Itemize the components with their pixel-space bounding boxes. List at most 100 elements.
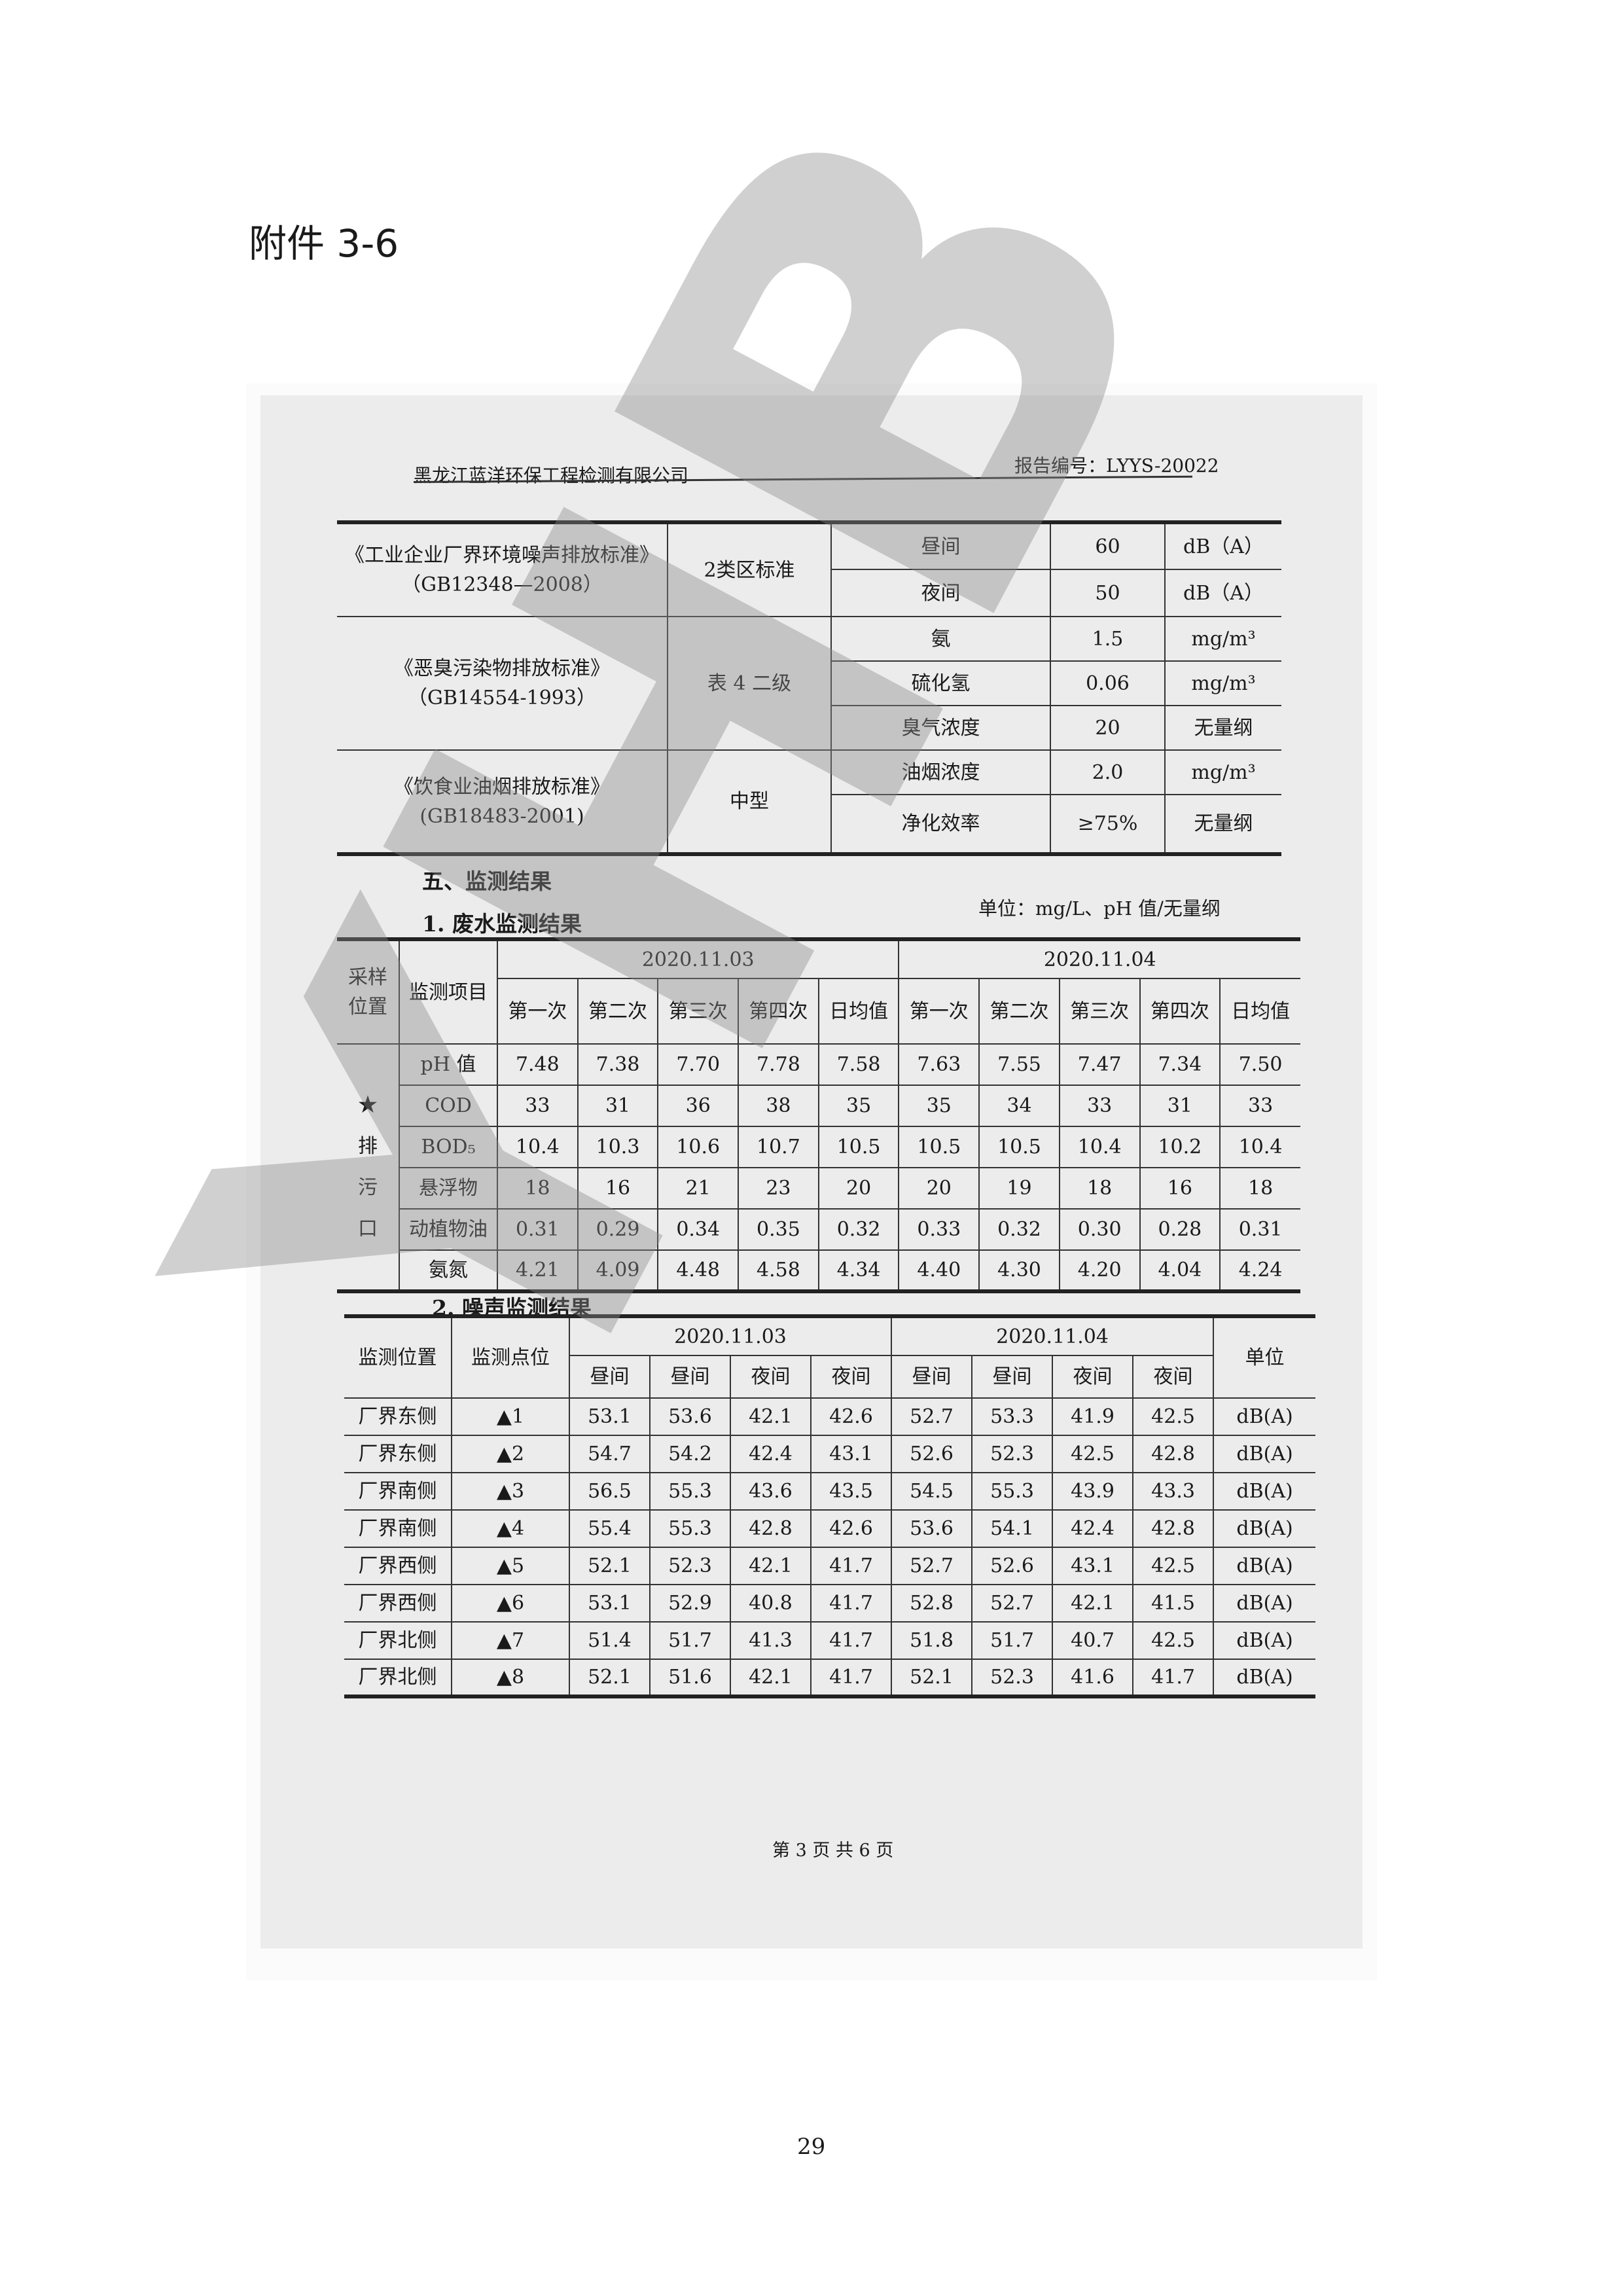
value-cell: 0.31 [1219,1208,1300,1251]
value-cell: 18 [1219,1167,1300,1210]
annex-title: 附件 3-6 [249,221,399,266]
sampling-location: ★排污口 [337,1043,400,1292]
monitoring-item: 氨氮 [399,1249,498,1292]
monitoring-location: 厂界南侧 [344,1509,452,1548]
col-sub: 日均值 [817,978,900,1045]
table-row: 动植物油 0.31 0.29 0.34 0.35 0.32 0.33 0.32 0.30 0.28… [337,1208,1300,1251]
standard-limit: 50 [1050,569,1166,617]
value-cell: 10.3 [577,1126,659,1168]
value-cell: 52.7 [891,1547,973,1585]
value-cell: 16 [577,1167,659,1210]
value-cell: 54.1 [971,1509,1054,1548]
header-row: 昼间 昼间 夜间 夜间 昼间 昼间 夜间 夜间 [344,1355,1315,1399]
value-cell: 0.35 [738,1208,819,1251]
value-cell: 31 [577,1085,659,1127]
standard-name: 《饮食业油烟排放标准》 (GB18483-2001) [337,749,668,855]
value-cell: 40.7 [1052,1621,1134,1660]
value-cell: 52.8 [891,1584,973,1623]
value-cell: 21 [657,1167,740,1210]
value-cell: 52.7 [891,1397,973,1436]
value-cell: 42.8 [1132,1435,1215,1473]
value-cell: 42.1 [1052,1584,1134,1623]
value-cell: 0.34 [657,1208,740,1251]
table-row: 厂界西侧 ▲6 53.1 52.9 40.8 41.7 52.8 52.7 42.1 41.5 dB… [344,1584,1316,1623]
unit-cell: dB(A) [1213,1621,1316,1660]
value-cell: 4.09 [577,1249,659,1292]
monitoring-point: ▲5 [451,1547,570,1585]
noise-table: 监测位置 监测点位 2020.11.03 2020.11.04 单位 昼间 昼间 夜间 夜间 昼间… [344,1314,1316,1698]
value-cell: 41.9 [1052,1397,1134,1436]
value-cell: 41.5 [1132,1584,1215,1623]
company-name: 黑龙江蓝洋环保工程检测有限公司 [414,465,689,486]
standard-item: 臭气浓度 [831,705,1051,751]
col-sampling-location-text: 采样位置 [348,966,387,1018]
value-cell: 0.33 [898,1208,980,1251]
unit-cell: dB(A) [1213,1659,1316,1697]
value-cell: 4.40 [898,1249,980,1292]
value-cell: 51.7 [649,1621,731,1660]
col-sub: 第四次 [1139,978,1221,1045]
value-cell: 18 [497,1167,579,1210]
value-cell: 7.58 [817,1043,900,1086]
table-row: 氨氮 4.21 4.09 4.48 4.58 4.34 4.40 4.30 4.20 4.04 4.… [337,1249,1300,1292]
value-cell: 53.1 [569,1584,651,1623]
standard-class: 中型 [667,749,832,855]
monitoring-item: pH 值 [399,1043,498,1086]
col-sub: 昼间 [569,1355,651,1399]
standard-name: 《恶臭污染物排放标准》 （GB14554-1993） [337,616,668,751]
table-row: 厂界北侧 ▲7 51.4 51.7 41.3 41.7 51.8 51.7 40.7 42.5 dB… [344,1621,1316,1660]
standard-class: 表 4 二级 [667,616,832,751]
value-cell: 0.31 [497,1208,579,1251]
standard-item: 净化效率 [831,794,1051,855]
value-cell: 53.6 [649,1397,731,1436]
value-cell: 41.7 [810,1659,893,1697]
value-cell: 56.5 [569,1472,651,1511]
standards-table: 《工业企业厂界环境噪声排放标准》 （GB12348—2008） 2类区标准 昼间 60 d… [337,520,1281,856]
wastewater-title: 1. 废水监测结果 [422,911,582,937]
value-cell: 0.29 [577,1208,659,1251]
col-sub: 第四次 [738,978,819,1045]
table-row: COD 33 31 36 38 35 35 34 33 31 33 [337,1085,1300,1127]
standard-item: 硫化氢 [831,660,1051,706]
value-cell: 0.32 [817,1208,900,1251]
value-cell: 7.55 [978,1043,1060,1086]
value-cell: 16 [1139,1167,1221,1210]
monitoring-item: 悬浮物 [399,1167,498,1210]
standard-unit: mg/m³ [1164,616,1281,662]
value-cell: 4.34 [817,1249,900,1292]
unit-cell: dB(A) [1213,1547,1316,1585]
value-cell: 55.3 [649,1509,731,1548]
value-cell: 7.78 [738,1043,819,1086]
monitoring-item: 动植物油 [399,1208,498,1251]
value-cell: 10.5 [817,1126,900,1168]
table-row: 厂界南侧 ▲4 55.4 55.3 42.8 42.6 53.6 54.1 42.4 42.8 dB… [344,1509,1316,1548]
col-unit: 单位 [1213,1316,1316,1399]
value-cell: 43.6 [730,1472,812,1511]
standard-item: 夜间 [831,569,1051,617]
value-cell: 10.5 [898,1126,980,1168]
col-monitoring-item: 监测项目 [399,939,498,1045]
value-cell: 0.32 [978,1208,1060,1251]
sampling-location-text: ★排污口 [358,1094,378,1240]
value-cell: 38 [738,1085,819,1127]
col-date: 2020.11.04 [898,939,1300,979]
page-number: 29 [797,2134,826,2160]
col-date: 2020.11.03 [496,939,900,979]
value-cell: 20 [817,1167,900,1210]
monitoring-location: 厂界西侧 [344,1584,452,1623]
standard-limit: 20 [1050,705,1166,751]
standard-item: 氨 [830,616,1051,662]
value-cell: 52.1 [569,1659,651,1697]
monitoring-location: 厂界东侧 [344,1397,452,1436]
value-cell: 19 [978,1167,1060,1210]
value-cell: 42.6 [810,1397,893,1436]
col-date: 2020.11.04 [891,1316,1215,1356]
value-cell: 41.7 [810,1584,893,1623]
value-cell: 7.63 [898,1043,980,1086]
col-sub: 夜间 [1052,1355,1134,1399]
value-cell: 42.5 [1132,1397,1215,1436]
col-monitoring-location: 监测位置 [344,1316,452,1399]
report-number: 报告编号：LYYS-20022 [1014,455,1219,476]
value-cell: 42.1 [730,1659,812,1697]
value-cell: 52.3 [649,1547,731,1585]
